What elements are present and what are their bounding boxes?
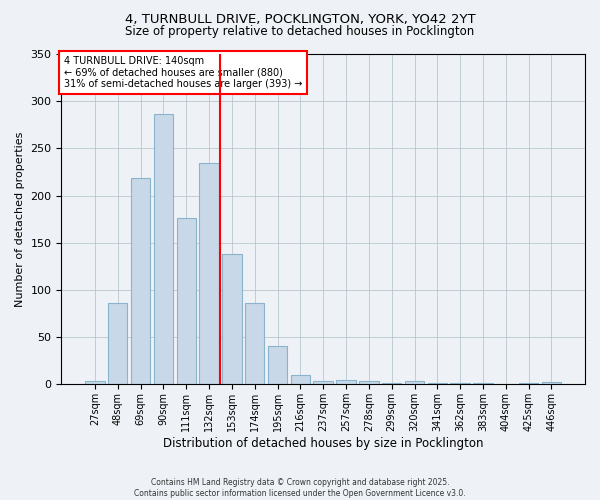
Bar — [313, 382, 333, 384]
Bar — [359, 382, 379, 384]
Bar — [199, 164, 219, 384]
Bar — [154, 114, 173, 384]
Bar — [405, 382, 424, 384]
Bar — [290, 375, 310, 384]
Y-axis label: Number of detached properties: Number of detached properties — [15, 132, 25, 307]
Bar — [108, 303, 127, 384]
Bar — [337, 380, 356, 384]
Bar — [176, 218, 196, 384]
Bar — [268, 346, 287, 385]
Text: Size of property relative to detached houses in Pocklington: Size of property relative to detached ho… — [125, 25, 475, 38]
Bar — [542, 382, 561, 384]
Text: Contains HM Land Registry data © Crown copyright and database right 2025.
Contai: Contains HM Land Registry data © Crown c… — [134, 478, 466, 498]
Text: 4 TURNBULL DRIVE: 140sqm
← 69% of detached houses are smaller (880)
31% of semi-: 4 TURNBULL DRIVE: 140sqm ← 69% of detach… — [64, 56, 302, 89]
Bar — [85, 382, 104, 384]
Bar — [245, 303, 265, 384]
Bar — [222, 254, 242, 384]
Bar — [131, 178, 150, 384]
X-axis label: Distribution of detached houses by size in Pocklington: Distribution of detached houses by size … — [163, 437, 484, 450]
Text: 4, TURNBULL DRIVE, POCKLINGTON, YORK, YO42 2YT: 4, TURNBULL DRIVE, POCKLINGTON, YORK, YO… — [125, 12, 475, 26]
